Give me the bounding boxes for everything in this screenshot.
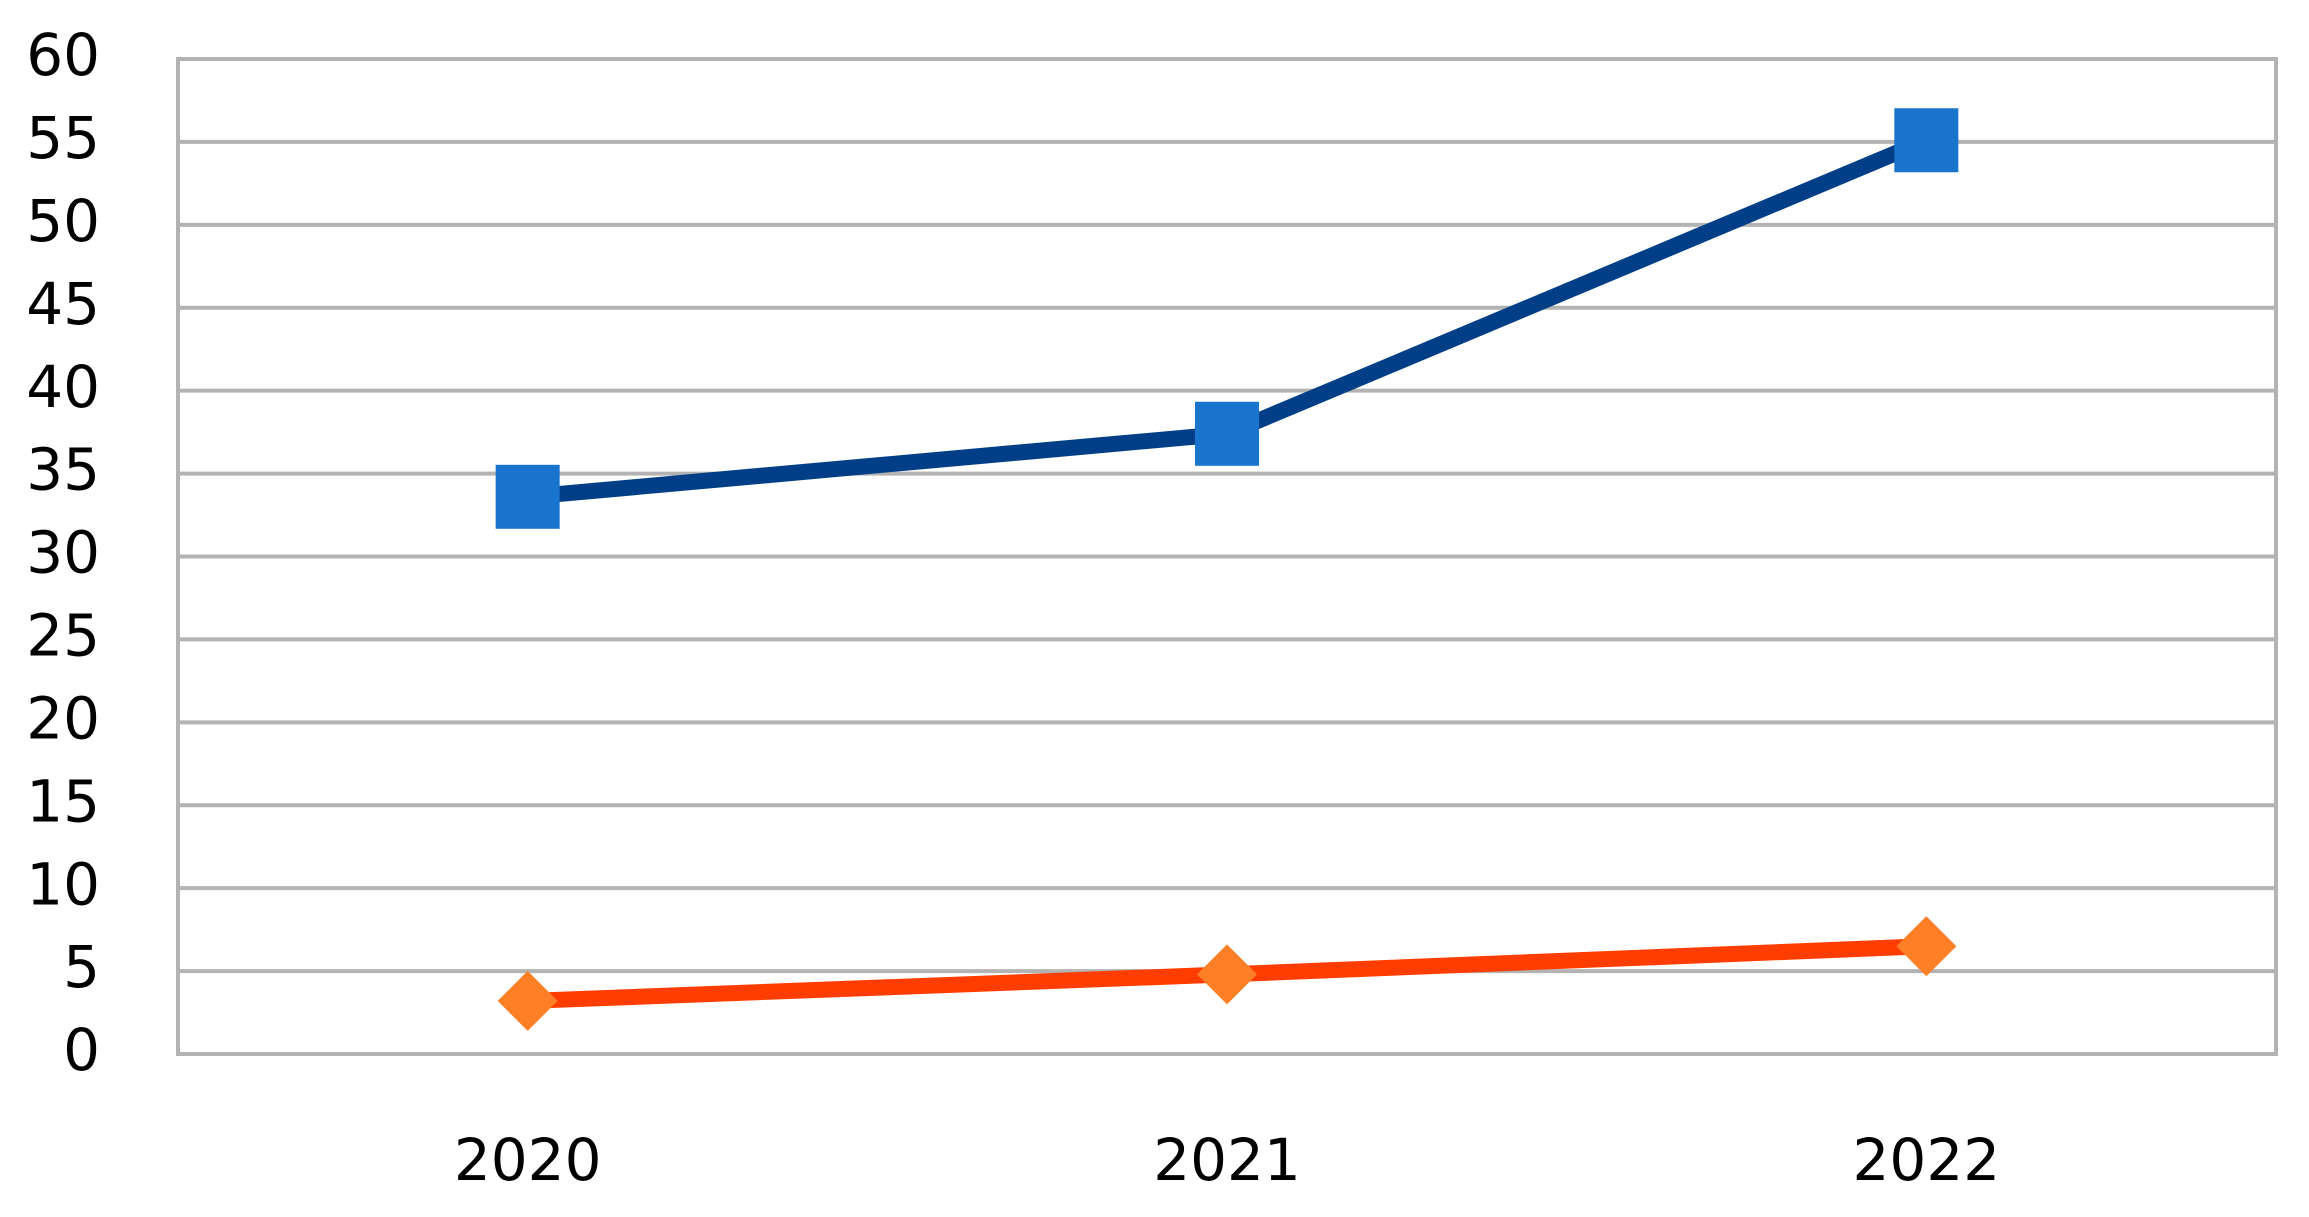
marker — [1197, 944, 1257, 1005]
y-tick-label: 50 — [26, 187, 100, 255]
marker — [1195, 401, 1259, 466]
y-tick-label: 25 — [26, 602, 100, 670]
marker — [495, 464, 560, 529]
y-tick-label: 60 — [26, 21, 100, 89]
y-tick-label: 10 — [26, 850, 100, 918]
y-tick-label: 5 — [63, 933, 100, 1001]
marker — [497, 970, 558, 1031]
y-tick-label: 55 — [26, 104, 100, 172]
y-tick-label: 15 — [26, 767, 100, 835]
marker — [1894, 108, 1959, 173]
y-tick-label: 35 — [26, 436, 100, 504]
x-tick-label: 2022 — [1853, 1126, 2001, 1194]
y-tick-label: 0 — [63, 1016, 100, 1084]
marker — [1896, 916, 1957, 977]
x-tick-label: 2021 — [1153, 1126, 1301, 1194]
y-tick-label: 40 — [26, 353, 100, 421]
y-tick-label: 30 — [26, 519, 100, 587]
y-tick-label: 20 — [26, 684, 100, 752]
x-tick-label: 2020 — [454, 1126, 602, 1194]
y-tick-label: 45 — [26, 270, 100, 338]
